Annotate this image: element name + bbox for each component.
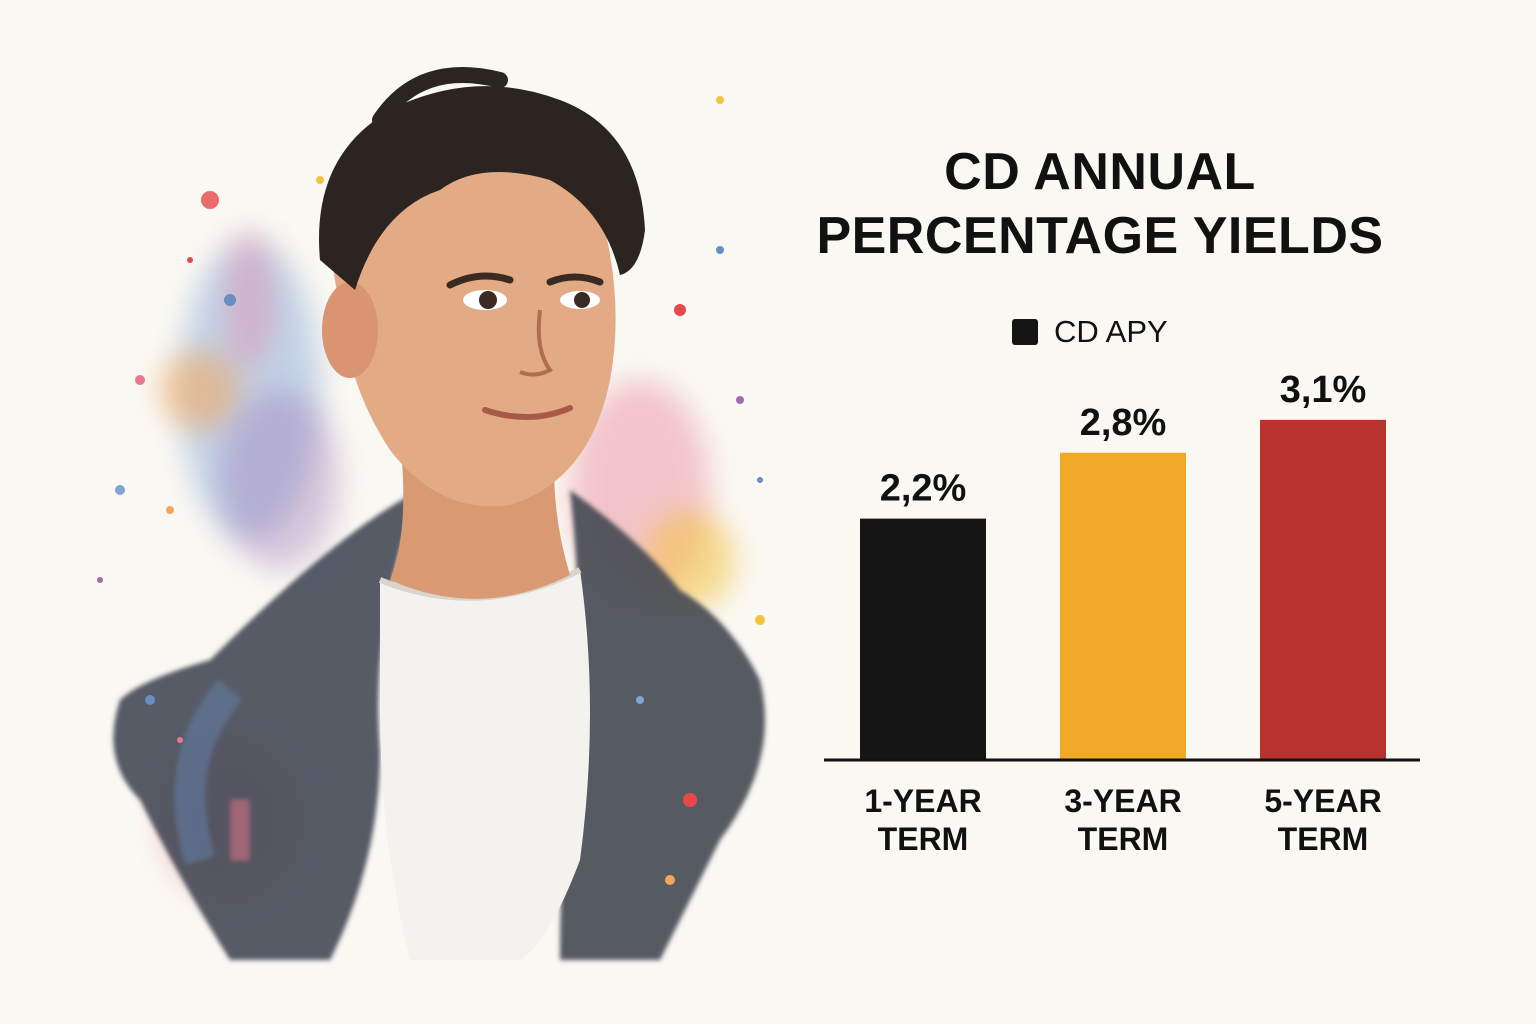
x-tick-label: 5-YEAR	[1264, 783, 1381, 819]
paint-splatter	[97, 96, 765, 885]
face	[322, 119, 616, 507]
bar-value-label: 2,2%	[880, 468, 967, 510]
bar	[1260, 419, 1386, 760]
bar	[860, 518, 986, 760]
chart-legend: CD APY	[1012, 314, 1168, 350]
chart-title-line: CD ANNUAL	[944, 143, 1256, 201]
bar-value-label: 3,1%	[1280, 369, 1367, 411]
x-tick-label: 1-YEAR	[864, 783, 981, 819]
portrait-illustration	[97, 67, 765, 960]
bar	[1060, 452, 1186, 760]
chart-title-line: PERCENTAGE YIELDS	[816, 207, 1384, 265]
bar-value-label: 2,8%	[1080, 402, 1167, 444]
x-tick-label: TERM	[1278, 821, 1369, 857]
x-tick-label: TERM	[1078, 821, 1169, 857]
legend-label: CD APY	[1054, 314, 1168, 349]
x-tick-label: 3-YEAR	[1064, 783, 1181, 819]
jacket	[113, 490, 765, 960]
legend-swatch	[1012, 319, 1038, 345]
chart-title: CD ANNUAL PERCENTAGE YIELDS	[790, 140, 1410, 268]
x-tick-label: TERM	[878, 821, 969, 857]
hair	[319, 67, 645, 291]
